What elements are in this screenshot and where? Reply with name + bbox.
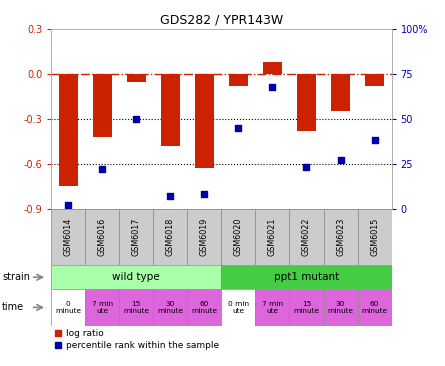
Point <box>65 202 72 208</box>
Text: 15
minute: 15 minute <box>123 301 149 314</box>
Point <box>269 84 276 90</box>
Bar <box>187 209 222 265</box>
Title: GDS282 / YPR143W: GDS282 / YPR143W <box>160 14 283 27</box>
Bar <box>153 209 187 265</box>
Text: GSM6021: GSM6021 <box>268 218 277 256</box>
Text: wild type: wild type <box>113 272 160 282</box>
Bar <box>222 265 392 289</box>
Text: ppt1 mutant: ppt1 mutant <box>274 272 339 282</box>
Bar <box>263 62 282 74</box>
Bar <box>229 74 248 86</box>
Text: GSM6016: GSM6016 <box>98 218 107 256</box>
Text: 60
minute: 60 minute <box>191 301 217 314</box>
Point <box>337 157 344 163</box>
Text: 30
minute: 30 minute <box>328 301 353 314</box>
Text: GSM6015: GSM6015 <box>370 218 379 256</box>
Bar <box>119 209 153 265</box>
Text: GSM6020: GSM6020 <box>234 218 243 256</box>
Bar <box>187 289 222 326</box>
Bar <box>51 209 85 265</box>
Bar <box>331 74 350 112</box>
Point <box>371 138 378 143</box>
Bar <box>290 209 324 265</box>
Text: GSM6017: GSM6017 <box>132 218 141 256</box>
Point <box>167 193 174 199</box>
Text: 15
minute: 15 minute <box>294 301 320 314</box>
Bar <box>51 265 222 289</box>
Text: time: time <box>2 302 24 313</box>
Bar <box>255 209 290 265</box>
Bar <box>153 289 187 326</box>
Bar <box>222 289 255 326</box>
Bar <box>324 289 358 326</box>
Point <box>99 166 106 172</box>
Bar <box>297 74 316 131</box>
Text: strain: strain <box>2 272 30 282</box>
Text: GSM6023: GSM6023 <box>336 218 345 256</box>
Text: GSM6018: GSM6018 <box>166 218 175 256</box>
Text: 7 min
ute: 7 min ute <box>92 301 113 314</box>
Bar <box>365 74 384 86</box>
Bar <box>324 209 358 265</box>
Text: 0 min
ute: 0 min ute <box>228 301 249 314</box>
Legend: log ratio, percentile rank within the sample: log ratio, percentile rank within the sa… <box>51 326 223 354</box>
Text: 7 min
ute: 7 min ute <box>262 301 283 314</box>
Bar <box>51 289 85 326</box>
Text: 30
minute: 30 minute <box>158 301 183 314</box>
Text: GSM6022: GSM6022 <box>302 218 311 256</box>
Point <box>303 164 310 170</box>
Bar <box>127 74 146 82</box>
Bar <box>59 74 77 186</box>
Bar <box>290 289 324 326</box>
Bar <box>222 209 255 265</box>
Text: GSM6019: GSM6019 <box>200 218 209 256</box>
Bar <box>119 289 153 326</box>
Bar <box>358 289 392 326</box>
Bar <box>358 209 392 265</box>
Text: 60
minute: 60 minute <box>362 301 388 314</box>
Bar <box>195 74 214 168</box>
Bar <box>255 289 290 326</box>
Point <box>201 191 208 197</box>
Bar <box>93 74 112 137</box>
Point <box>235 125 242 131</box>
Text: 0
minute: 0 minute <box>55 301 81 314</box>
Bar <box>161 74 180 146</box>
Point <box>133 116 140 122</box>
Text: GSM6014: GSM6014 <box>64 218 73 256</box>
Bar <box>85 209 119 265</box>
Bar <box>85 289 119 326</box>
